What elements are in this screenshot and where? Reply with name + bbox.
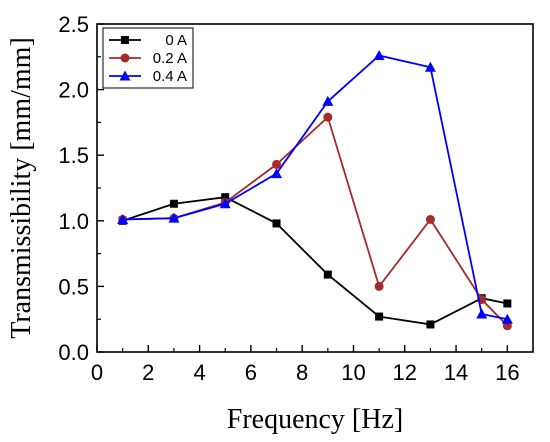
- legend: 0 A0.2 A0.4 A: [102, 27, 194, 89]
- legend-entry: 0.4 A: [109, 68, 187, 85]
- legend-entry: 0 A: [109, 32, 187, 49]
- legend-marker: [119, 70, 131, 81]
- data-point: [424, 61, 436, 72]
- y-tick-label: 0.0: [58, 340, 89, 365]
- y-axis-title: Transmissibility [mm/mm]: [6, 37, 37, 339]
- x-tick-label: 16: [495, 360, 519, 385]
- x-tick-label: 12: [393, 360, 417, 385]
- data-point: [221, 193, 230, 202]
- data-point: [373, 49, 385, 60]
- data-point: [271, 168, 283, 179]
- data-point: [117, 213, 129, 224]
- plot-frame: [96, 23, 534, 353]
- x-tick-label: 10: [341, 360, 365, 385]
- y-tick-label: 2.0: [58, 78, 89, 103]
- x-tick-label: 4: [193, 360, 205, 385]
- data-point: [168, 212, 180, 223]
- legend-label: 0.4 A: [153, 68, 187, 85]
- x-tick-label: 2: [142, 360, 154, 385]
- series-line: [122, 115, 508, 327]
- x-axis-title: Frequency [Hz]: [227, 404, 403, 435]
- series-0: [118, 193, 512, 329]
- series-line: [122, 54, 508, 321]
- data-point: [219, 198, 231, 209]
- ticks-layer: 0 2 4 6 8 10 12 14 16 0.0 0.5 1.0 1.5 2.0 2.5: [58, 12, 519, 385]
- data-point: [374, 281, 384, 291]
- data-point: [476, 308, 488, 319]
- data-point: [272, 219, 281, 228]
- y-tick-label: 1.5: [58, 143, 89, 168]
- data-point: [272, 159, 282, 169]
- x-tick-label: 14: [444, 360, 468, 385]
- series-2: [117, 49, 513, 324]
- legend-label: 0 A: [165, 32, 187, 49]
- legend-marker: [120, 53, 130, 63]
- data-point: [426, 320, 435, 329]
- data-point: [323, 270, 332, 279]
- legend-label: 0.2 A: [153, 50, 187, 67]
- y-tick-label: 0.5: [58, 274, 89, 299]
- y-tick-label: 2.5: [58, 12, 89, 37]
- x-tick-label: 6: [245, 360, 257, 385]
- data-point: [322, 95, 334, 106]
- x-tick-label: 8: [296, 360, 308, 385]
- legend-entry: 0.2 A: [109, 50, 187, 67]
- series-layer: [117, 49, 513, 331]
- legend-marker: [121, 36, 129, 44]
- data-point: [323, 112, 333, 122]
- data-point: [503, 299, 512, 308]
- data-point: [425, 214, 435, 224]
- x-tick-label: 0: [91, 360, 103, 385]
- y-tick-label: 1.0: [58, 209, 89, 234]
- data-point: [169, 199, 178, 208]
- data-point: [375, 312, 384, 321]
- data-point: [501, 313, 513, 324]
